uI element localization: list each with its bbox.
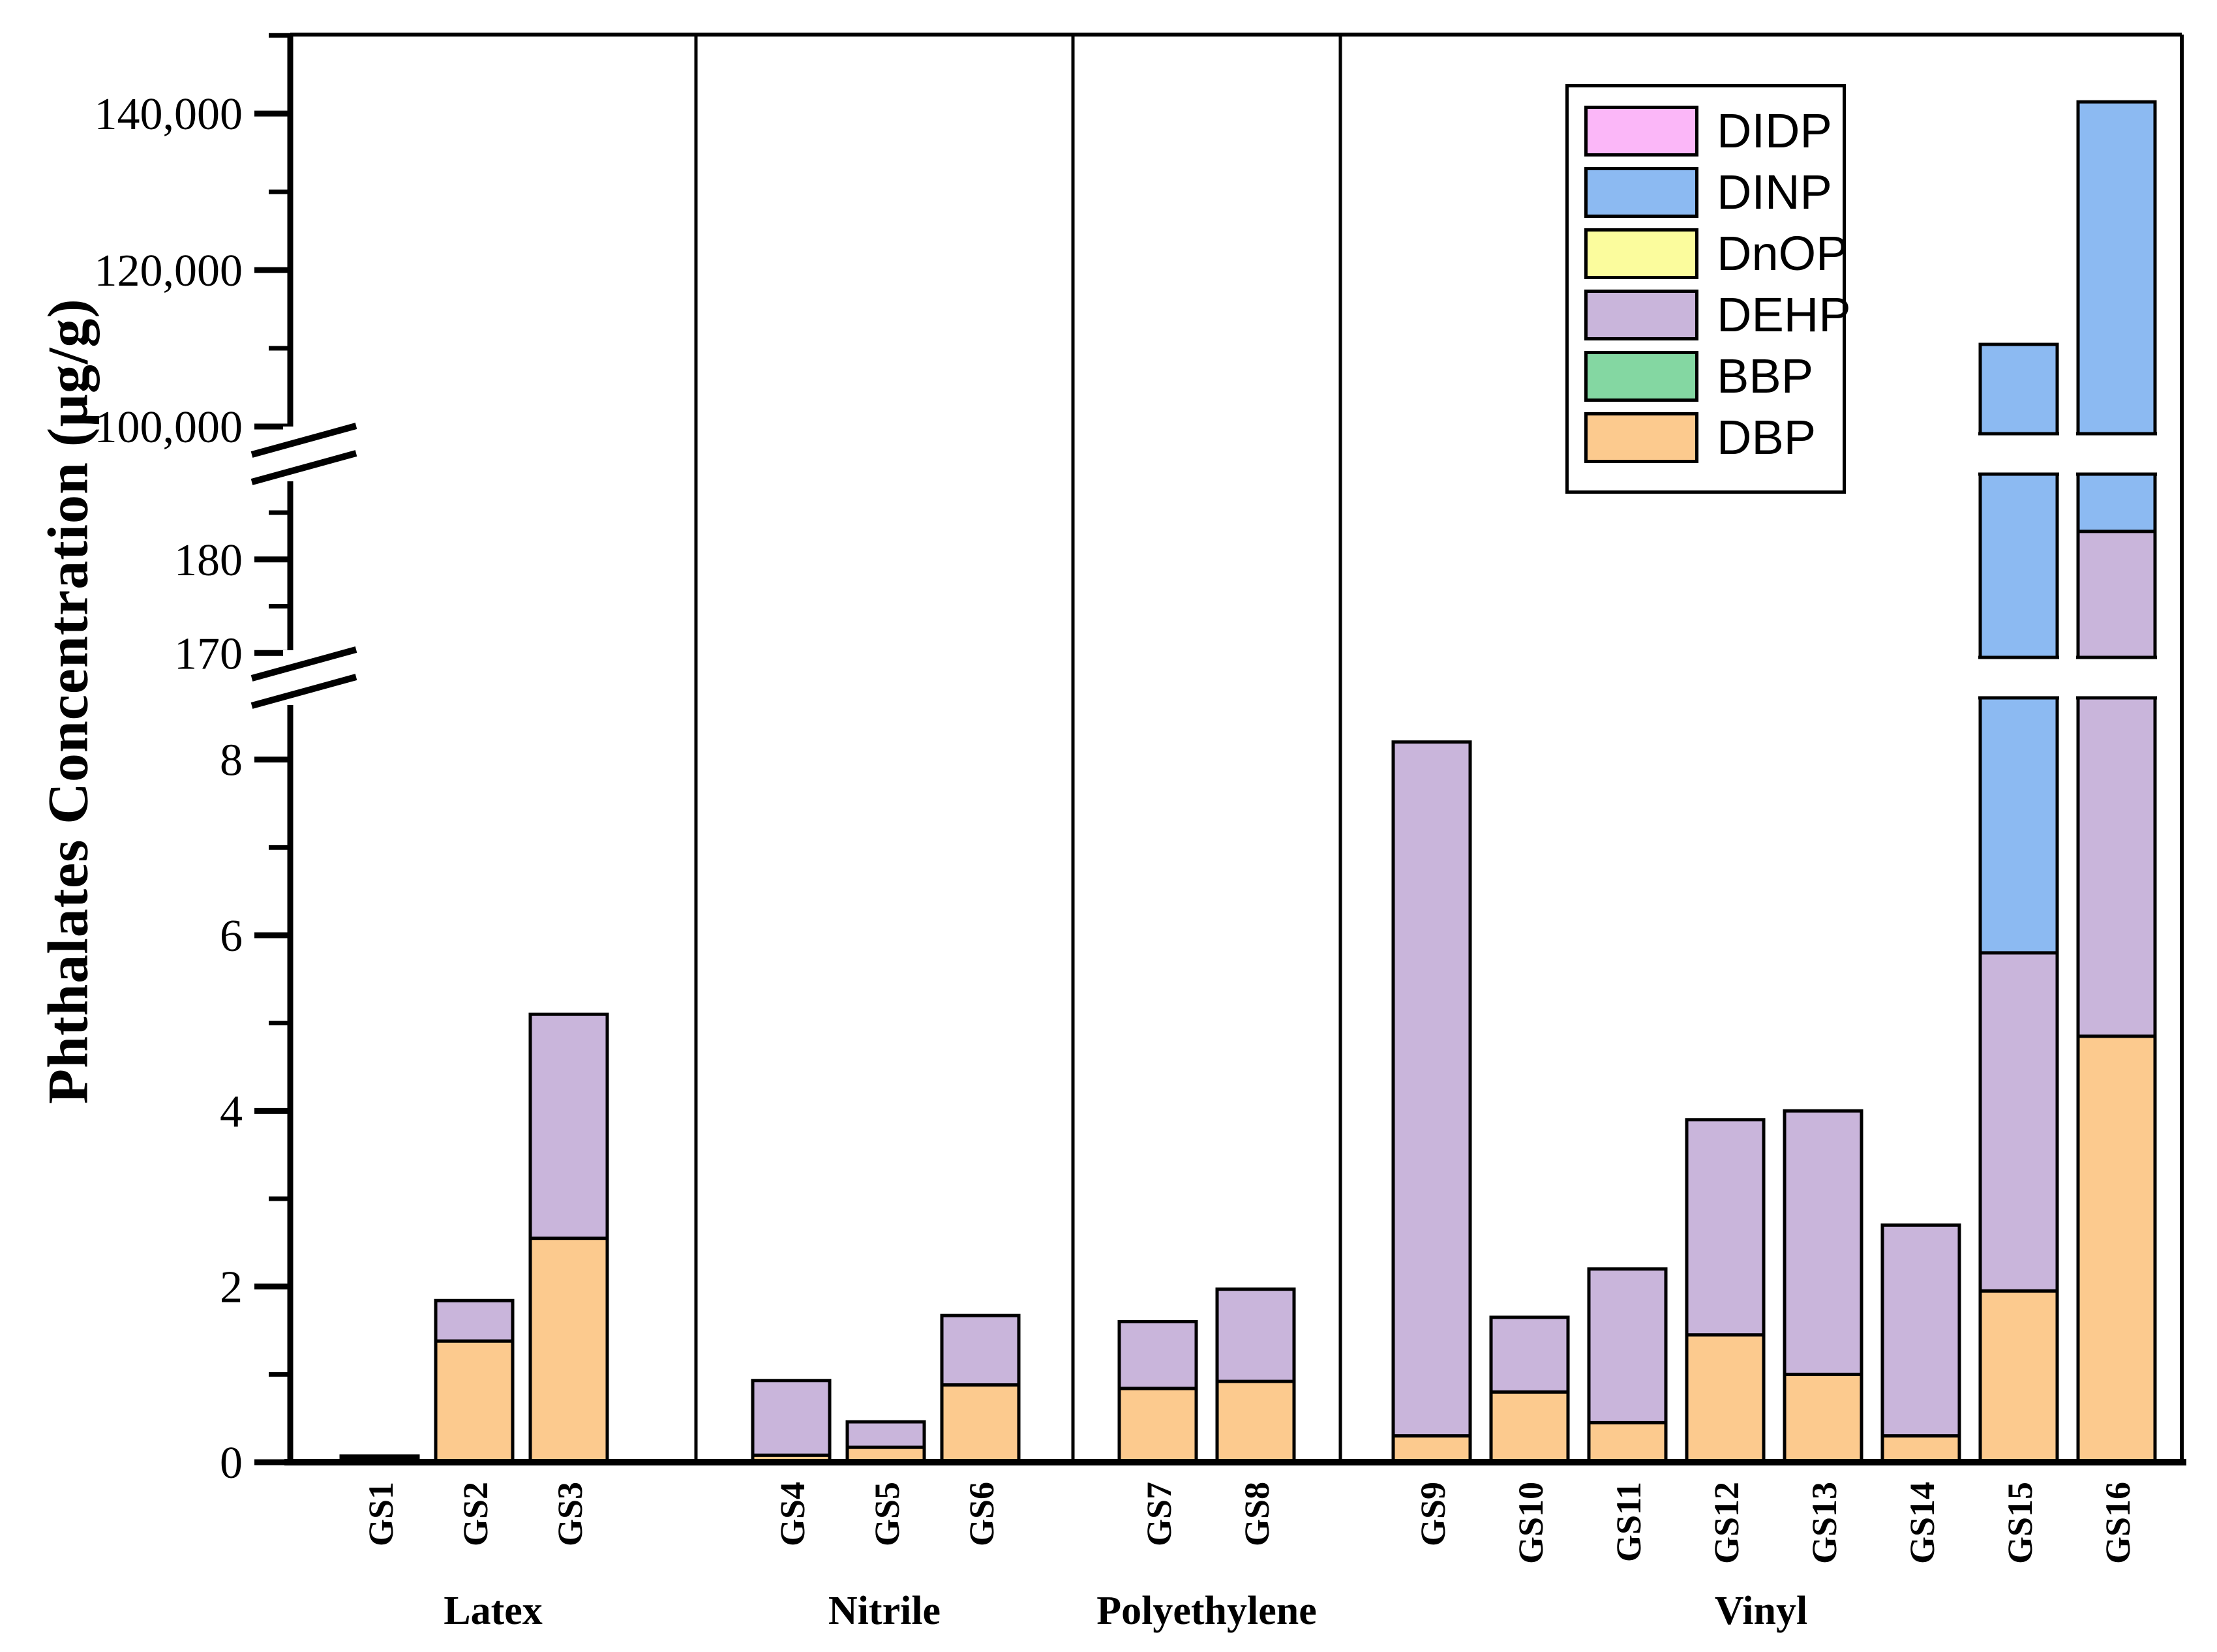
x-tick-label-GS2: GS2 bbox=[456, 1482, 495, 1546]
group-label-vinyl: Vinyl bbox=[1715, 1589, 1807, 1633]
x-tick-label-GS10: GS10 bbox=[1511, 1482, 1550, 1564]
axis-break-slash bbox=[250, 674, 357, 709]
y-tick-label: 4 bbox=[220, 1087, 243, 1137]
bar-segment-GS10-DBP bbox=[1489, 1390, 1570, 1464]
x-tick-label-GS8: GS8 bbox=[1237, 1482, 1276, 1546]
bar-segment-GS15-DEHP bbox=[1978, 951, 2059, 1293]
bar-segment-GS6-DEHP bbox=[940, 1314, 1021, 1387]
axis-break-slash bbox=[250, 450, 357, 485]
bar-segment-GS10-DEHP bbox=[1489, 1315, 1570, 1394]
bar-segment-GS13-DEHP bbox=[1783, 1109, 1863, 1376]
bar-break-gap-GS16-1 bbox=[2075, 657, 2158, 698]
legend-label-DnOP: DnOP bbox=[1717, 226, 1848, 280]
legend-swatch-DnOP bbox=[1584, 228, 1698, 279]
legend-swatch-DINP bbox=[1584, 167, 1698, 218]
bar-segment-GS12-DBP bbox=[1685, 1333, 1766, 1464]
legend-label-DIDP: DIDP bbox=[1717, 104, 1832, 158]
legend-row-DINP: DINP bbox=[1569, 162, 1843, 223]
legend-box: DIDP DINP DnOP DEHP BBP DBP bbox=[1565, 84, 1851, 494]
bar-segment-GS16-DBP bbox=[2076, 1034, 2157, 1464]
y-tick-label: 140,000 bbox=[95, 89, 243, 140]
legend-swatch-BBP bbox=[1584, 351, 1698, 402]
bar-segment-GS7-DEHP bbox=[1117, 1320, 1198, 1390]
group-label-nitrile: Nitrile bbox=[828, 1589, 941, 1633]
group-label-latex: Latex bbox=[444, 1589, 543, 1633]
bar-segment-GS2-DBP bbox=[434, 1339, 515, 1464]
legend-row-BBP: BBP bbox=[1569, 346, 1843, 407]
y-tick-label: 170 bbox=[174, 629, 243, 679]
legend-row-DEHP: DEHP bbox=[1569, 284, 1851, 346]
legend-swatch-DIDP bbox=[1584, 106, 1698, 157]
x-tick-label-GS11: GS11 bbox=[1609, 1482, 1648, 1562]
bar-segment-GS12-DEHP bbox=[1685, 1118, 1766, 1337]
x-tick-label-GS1: GS1 bbox=[361, 1482, 400, 1546]
y-tick-label: 6 bbox=[220, 911, 243, 961]
x-tick-label-GS9: GS9 bbox=[1413, 1482, 1453, 1546]
bar-segment-GS9-DEHP bbox=[1391, 740, 1472, 1438]
bar-segment-GS11-DEHP bbox=[1587, 1267, 1668, 1424]
bar-segment-GS4-DEHP bbox=[751, 1379, 832, 1457]
group-label-polyethylene: Polyethylene bbox=[1096, 1589, 1317, 1633]
x-tick-label-GS12: GS12 bbox=[1707, 1482, 1746, 1564]
legend-swatch-DBP bbox=[1584, 412, 1698, 463]
legend-row-DnOP: DnOP bbox=[1569, 223, 1848, 284]
bar-segment-GS9-DBP bbox=[1391, 1434, 1472, 1464]
bar-segment-GS15-DBP bbox=[1978, 1289, 2059, 1464]
bar-segment-GS14-DBP bbox=[1880, 1434, 1961, 1464]
legend-label-BBP: BBP bbox=[1717, 349, 1814, 403]
bar-break-gap-GS15-1 bbox=[1978, 657, 2060, 698]
bar-segment-GS2-DEHP bbox=[434, 1299, 515, 1343]
legend-label-DEHP: DEHP bbox=[1717, 288, 1851, 342]
y-tick-label: 8 bbox=[220, 736, 243, 786]
bar-break-gap-GS15-0 bbox=[1978, 434, 2060, 474]
x-tick-label-GS15: GS15 bbox=[2000, 1482, 2040, 1564]
bar-segment-GS16-DEHP bbox=[2076, 530, 2157, 1038]
bar-segment-GS8-DEHP bbox=[1215, 1287, 1296, 1383]
legend-label-DINP: DINP bbox=[1717, 165, 1832, 219]
x-tick-label-GS3: GS3 bbox=[550, 1482, 590, 1546]
bar-segment-GS3-DEHP bbox=[528, 1012, 609, 1240]
bar-segment-GS8-DBP bbox=[1215, 1379, 1296, 1464]
y-tick-label: 180 bbox=[174, 535, 243, 586]
y-tick-label: 2 bbox=[220, 1263, 243, 1313]
axis-break-slash bbox=[250, 423, 357, 458]
bar-segment-GS13-DBP bbox=[1783, 1372, 1863, 1464]
x-tick-label-GS13: GS13 bbox=[1805, 1482, 1844, 1564]
bar-segment-GS3-DBP bbox=[528, 1237, 609, 1464]
x-tick-label-GS7: GS7 bbox=[1139, 1482, 1179, 1546]
y-tick-label: 120,000 bbox=[95, 246, 243, 296]
bar-segment-GS1-DEHP bbox=[339, 1454, 420, 1461]
bar-break-gap-GS16-0 bbox=[2075, 434, 2158, 474]
legend-label-DBP: DBP bbox=[1717, 410, 1817, 464]
x-tick-label-GS14: GS14 bbox=[1903, 1482, 1942, 1564]
bar-segment-GS5-DEHP bbox=[845, 1420, 926, 1449]
y-tick-label: 0 bbox=[220, 1438, 243, 1488]
axis-break-slash bbox=[250, 646, 357, 682]
x-tick-label-GS16: GS16 bbox=[2098, 1482, 2137, 1564]
bar-segment-GS7-DBP bbox=[1117, 1387, 1198, 1464]
legend-row-DIDP: DIDP bbox=[1569, 100, 1843, 162]
y-tick-label: 100,000 bbox=[95, 402, 243, 453]
bar-segment-GS6-DBP bbox=[940, 1383, 1021, 1464]
bar-segment-GS14-DEHP bbox=[1880, 1223, 1961, 1438]
x-tick-label-GS5: GS5 bbox=[867, 1482, 907, 1546]
legend-swatch-DEHP bbox=[1584, 290, 1698, 340]
x-tick-label-GS4: GS4 bbox=[773, 1482, 812, 1546]
legend-row-DBP: DBP bbox=[1569, 407, 1843, 468]
bar-segment-GS11-DBP bbox=[1587, 1420, 1668, 1464]
x-tick-label-GS6: GS6 bbox=[962, 1482, 1001, 1546]
